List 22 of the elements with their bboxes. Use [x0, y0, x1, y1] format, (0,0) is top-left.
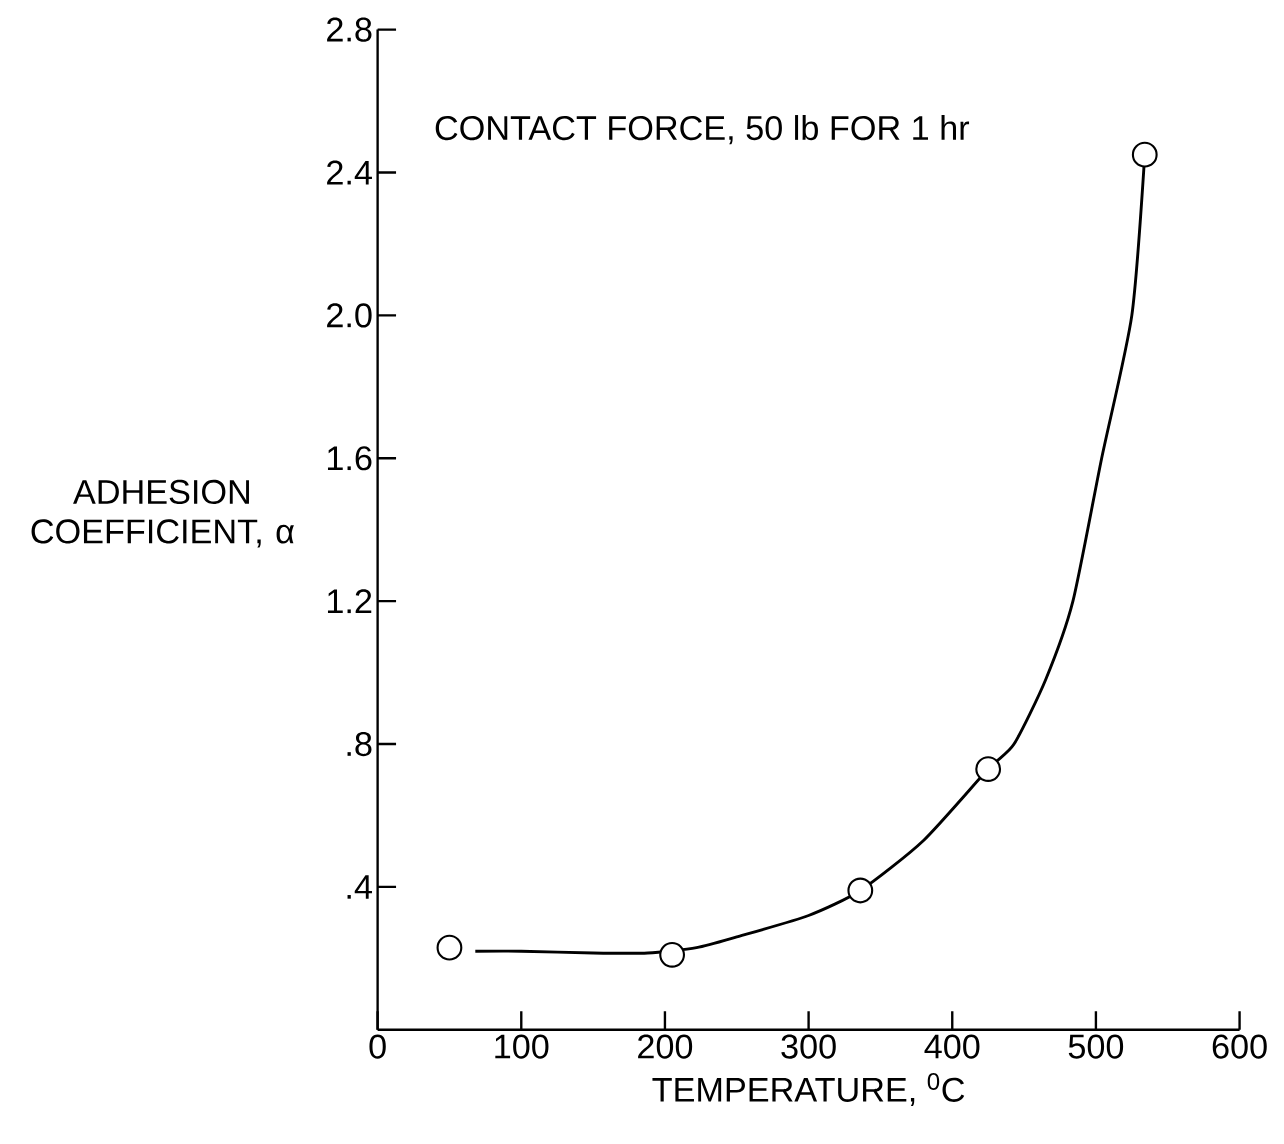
- annotation: CONTACT FORCE, 50 lb FOR 1 hr: [435, 114, 970, 145]
- x-tick-label: 300: [781, 1034, 836, 1059]
- x-axis-title: TEMPERATURE, $^{0}$C: [652, 1072, 965, 1106]
- y-tick-label: 2.0: [327, 303, 372, 328]
- y-tick-label: .8: [347, 731, 372, 756]
- y-tick-label: 1.2: [327, 589, 372, 613]
- point: [659, 941, 686, 968]
- x-tick-label: 200: [638, 1034, 693, 1059]
- x-tick-label: 0: [369, 1034, 386, 1059]
- point: [847, 877, 874, 904]
- point: [436, 934, 463, 961]
- x-tick-label: 500: [1068, 1034, 1124, 1059]
- y-tick-label: 2.4: [327, 160, 372, 185]
- x-tick-label: 100: [495, 1034, 549, 1059]
- point: [1131, 141, 1158, 168]
- y-tick-label: 2.8: [327, 17, 372, 42]
- y-tick-label: 1.6: [327, 445, 372, 471]
- y-axis-title: ADHESION COEFFICIENT, α: [31, 479, 294, 548]
- point: [975, 755, 1002, 782]
- y-tick-label: .4: [347, 874, 372, 899]
- x-tick-label: 400: [924, 1034, 980, 1059]
- x-tick-label: 600: [1212, 1034, 1267, 1059]
